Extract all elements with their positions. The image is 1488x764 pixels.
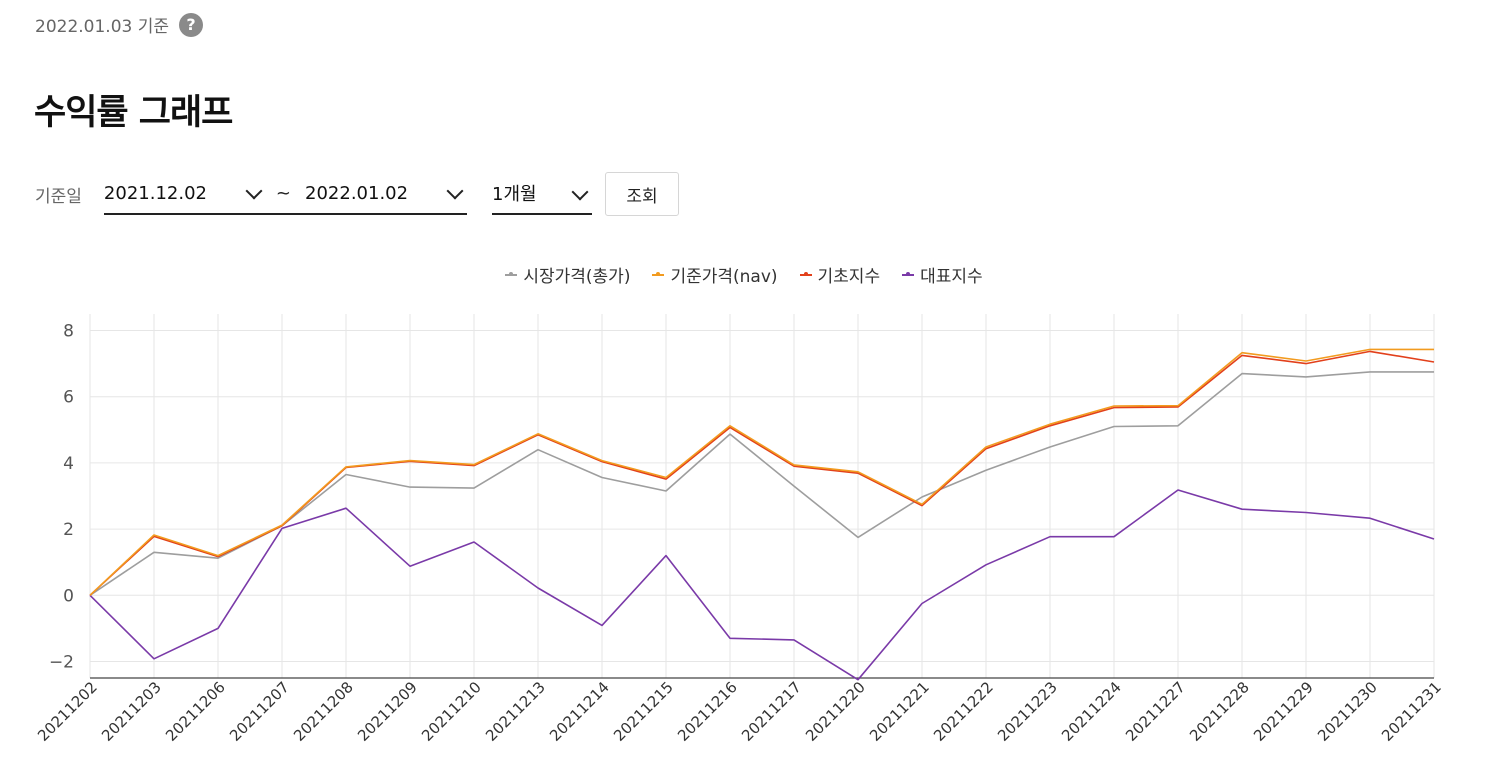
legend-marker-icon	[902, 271, 915, 276]
series-line-1	[89, 371, 1434, 596]
x-tick-label: 20211208	[290, 678, 357, 745]
help-icon[interactable]: ?	[179, 12, 204, 37]
as-of-date: 2022.01.03 기준	[35, 17, 170, 37]
x-tick-label: 20211222	[930, 678, 997, 745]
legend-item[interactable]: 기초지수	[799, 262, 881, 287]
filter-bar: 기준일 2021.12.02 ~ 2022.01.02 1개월 조회	[35, 172, 680, 216]
legend-marker-icon	[652, 271, 665, 276]
period-value: 1개월	[492, 184, 537, 205]
x-tick-label: 20211213	[482, 678, 549, 745]
start-date-select[interactable]: 2021.12.02	[104, 172, 266, 214]
x-tick-label: 20211228	[1186, 678, 1253, 745]
chevron-down-icon	[245, 182, 263, 200]
series-line-2	[89, 348, 1434, 596]
start-date-value: 2021.12.02	[103, 182, 207, 204]
x-tick-label: 20211220	[802, 678, 869, 745]
period-select[interactable]: 1개월	[492, 173, 593, 215]
x-tick-label: 20211214	[546, 678, 613, 745]
y-tick-label: 0	[63, 586, 74, 606]
x-tick-label: 20211230	[1314, 678, 1381, 745]
x-tick-label: 20211217	[738, 678, 805, 745]
date-range: 2021.12.02 ~ 2022.01.02	[103, 172, 468, 215]
x-tick-label: 20211202	[34, 678, 101, 745]
x-tick-label: 20211223	[994, 678, 1061, 745]
legend-marker-icon	[799, 271, 812, 276]
end-date-value: 2022.01.02	[305, 182, 409, 204]
as-of-info: 2022.01.03 기준 ?	[35, 12, 204, 37]
page-title: 수익률 그래프	[34, 93, 233, 133]
y-tick-label: 8	[63, 322, 74, 342]
x-tick-label: 20211207	[226, 678, 293, 745]
legend-label: 대표지수	[920, 267, 983, 287]
legend-label: 시장가격(총가)	[523, 267, 631, 287]
x-tick-label: 20211227	[1122, 678, 1189, 745]
y-tick-label: 4	[63, 454, 74, 474]
chevron-down-icon	[446, 182, 464, 200]
x-tick-label: 20211210	[418, 678, 485, 745]
y-tick-label: 6	[63, 388, 74, 408]
x-tick-label: 20211203	[98, 678, 165, 745]
filter-label: 기준일	[35, 186, 82, 207]
x-tick-label: 20211221	[866, 678, 933, 745]
y-tick-label: 2	[63, 520, 74, 540]
x-tick-label: 20211206	[162, 678, 229, 745]
legend-label: 기준가격(nav)	[670, 267, 778, 287]
legend-marker-icon	[505, 271, 518, 276]
x-tick-label: 20211231	[1378, 678, 1445, 745]
legend-label: 기초지수	[817, 267, 881, 287]
search-button[interactable]: 조회	[605, 172, 680, 216]
x-tick-label: 20211216	[674, 678, 741, 745]
legend-item[interactable]: 기준가격(nav)	[652, 262, 778, 287]
legend-item[interactable]: 대표지수	[902, 262, 983, 287]
range-separator: ~	[275, 182, 292, 204]
y-tick-label: −2	[49, 652, 74, 672]
chart-legend: 시장가격(총가) 기준가격(nav) 기초지수 대표지수	[0, 262, 1488, 287]
return-line-chart: −202468202112022021120320211206202112072…	[34, 314, 1445, 745]
legend-item[interactable]: 시장가격(총가)	[505, 262, 630, 287]
end-date-select[interactable]: 2022.01.02	[305, 172, 467, 214]
series-line-3	[89, 350, 1435, 596]
x-tick-label: 20211229	[1250, 678, 1317, 745]
chevron-down-icon	[571, 183, 589, 201]
x-tick-label: 20211209	[354, 678, 421, 745]
x-tick-label: 20211215	[610, 678, 677, 745]
x-tick-label: 20211224	[1058, 678, 1125, 745]
series-line-4	[89, 489, 1435, 681]
